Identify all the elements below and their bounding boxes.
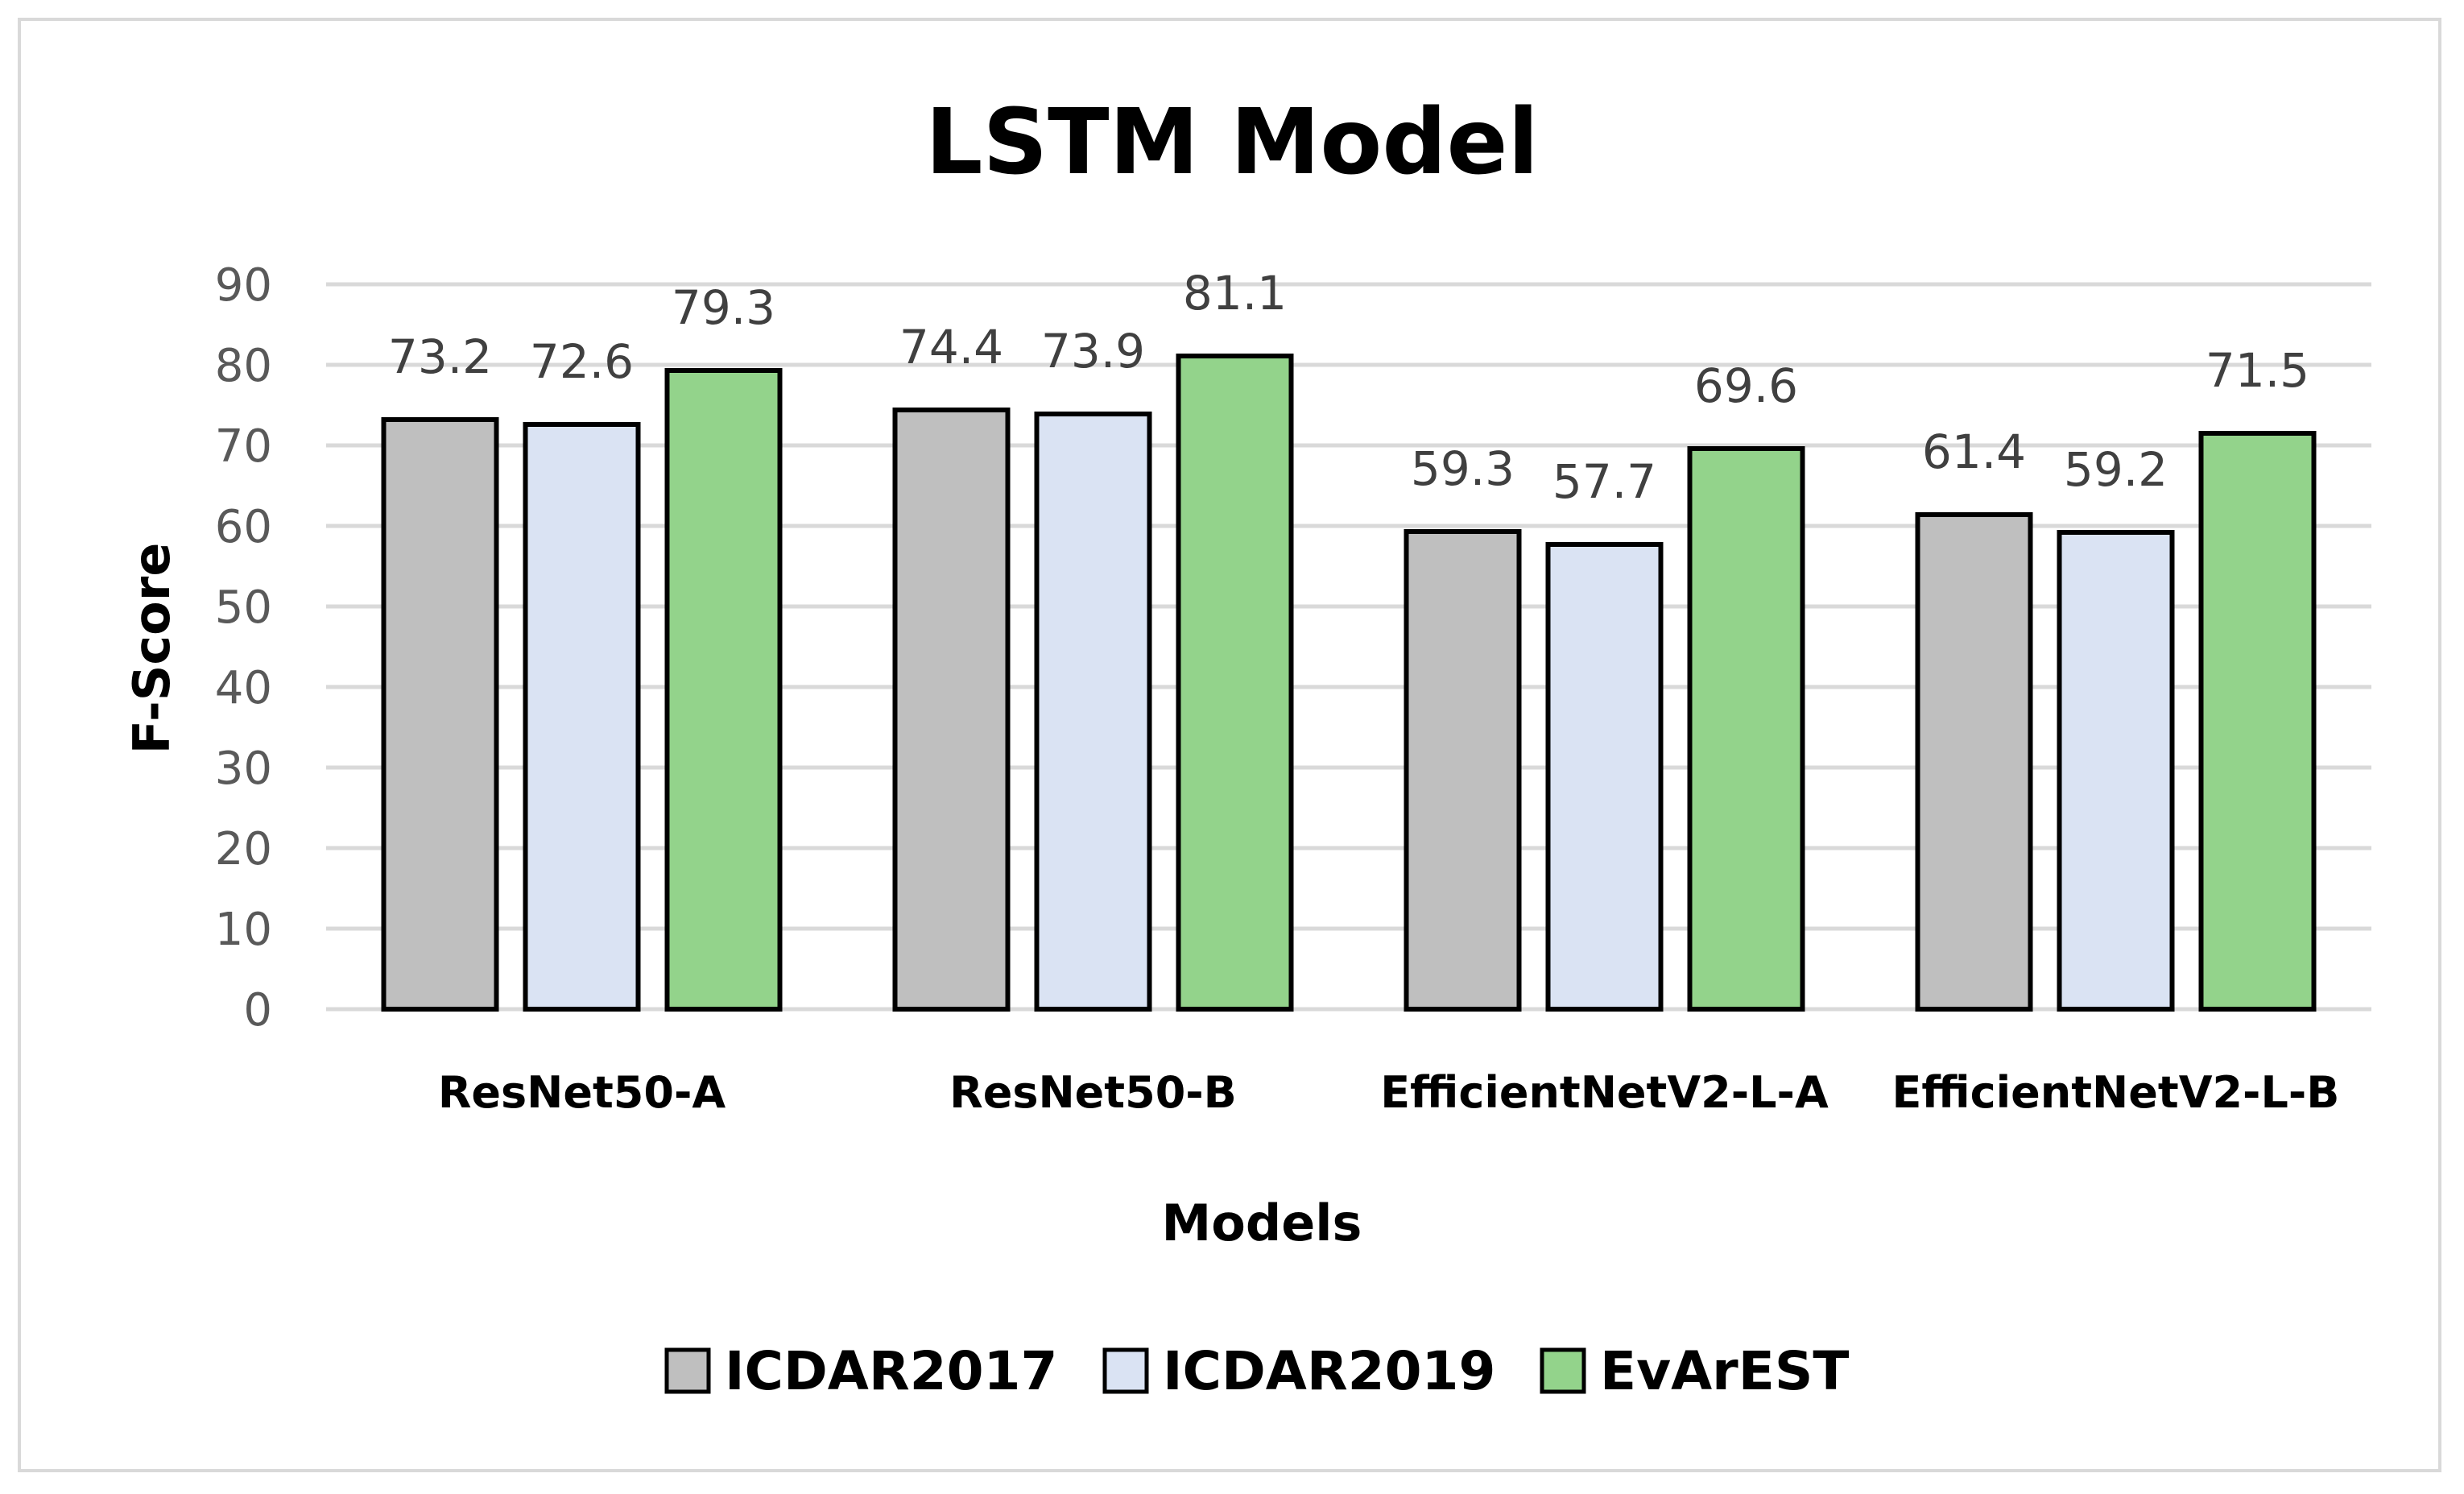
y-tick-label: 0 <box>243 984 272 1037</box>
bar-evarest-efficientnetv2-l-b <box>2198 431 2317 1012</box>
data-label: 59.2 <box>2064 442 2168 497</box>
y-axis-ticks: 0 10 20 30 40 50 60 70 80 90 <box>215 259 272 1037</box>
data-label: 73.9 <box>1041 324 1145 379</box>
bar-evarest-resnet50-a <box>664 368 783 1012</box>
x-category-label: EfficientNetV2-L-A <box>1380 1067 1829 1118</box>
bar-icdar2019-resnet50-a <box>523 422 641 1012</box>
y-tick-label: 80 <box>215 340 272 392</box>
data-label: 73.2 <box>388 329 492 384</box>
legend-swatch-icdar2019 <box>1102 1347 1149 1394</box>
y-tick-label: 20 <box>215 823 272 875</box>
data-label: 59.3 <box>1411 441 1515 496</box>
bars <box>381 354 2317 1012</box>
data-label: 71.5 <box>2206 343 2309 398</box>
legend-label-icdar2019: ICDAR2019 <box>1163 1340 1495 1402</box>
y-tick-label: 50 <box>215 581 272 634</box>
data-label: 81.1 <box>1183 266 1287 321</box>
data-label: 72.6 <box>530 334 634 389</box>
y-tick-label: 70 <box>215 420 272 473</box>
data-label: 57.7 <box>1552 454 1656 509</box>
y-tick-label: 60 <box>215 501 272 553</box>
y-tick-label: 90 <box>215 259 272 312</box>
x-axis-categories: ResNet50-A ResNet50-B EfficientNetV2-L-A Ef… <box>438 1067 2340 1118</box>
bar-icdar2017-resnet50-b <box>892 408 1011 1012</box>
data-labels: 73.2 72.6 79.3 74.4 73.9 81.1 59.3 57.7 69.6 61.4… <box>388 266 2309 509</box>
legend-label-evarest: EvArEST <box>1600 1340 1849 1402</box>
data-label: 79.3 <box>672 280 775 335</box>
y-tick-label: 10 <box>215 904 272 956</box>
bar-icdar2017-efficientnetv2-l-a <box>1404 529 1522 1012</box>
legend-label-icdar2017: ICDAR2017 <box>725 1340 1057 1402</box>
bar-evarest-resnet50-b <box>1176 354 1294 1012</box>
data-label: 69.6 <box>1694 358 1798 413</box>
x-category-label: ResNet50-B <box>949 1067 1237 1118</box>
y-tick-label: 30 <box>215 743 272 795</box>
bar-icdar2019-efficientnetv2-l-b <box>2057 530 2175 1012</box>
legend-swatch-evarest <box>1540 1347 1586 1394</box>
y-axis-title: F-Score <box>122 543 181 755</box>
bar-icdar2017-efficientnetv2-l-b <box>1915 512 2033 1012</box>
chart-title: LSTM Model <box>925 90 1539 195</box>
bar-icdar2019-resnet50-b <box>1034 412 1152 1012</box>
bar-icdar2019-efficientnetv2-l-a <box>1545 542 1664 1012</box>
bar-evarest-efficientnetv2-l-a <box>1687 446 1805 1012</box>
data-label: 61.4 <box>1922 424 2026 479</box>
x-axis-title: Models <box>1162 1194 1362 1252</box>
legend-swatch-icdar2017 <box>664 1347 711 1394</box>
data-label: 74.4 <box>899 320 1003 375</box>
x-category-label: EfficientNetV2-L-B <box>1892 1067 2340 1118</box>
y-tick-label: 40 <box>215 662 272 714</box>
x-category-label: ResNet50-A <box>438 1067 726 1118</box>
legend: ICDAR2017 ICDAR2019 EvArEST <box>664 1340 1849 1402</box>
bar-icdar2017-resnet50-a <box>381 417 499 1012</box>
